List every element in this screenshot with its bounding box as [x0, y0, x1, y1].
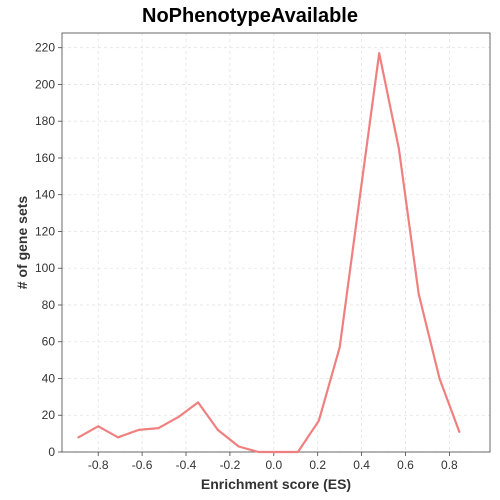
x-tick-label: 0.4 — [353, 458, 370, 472]
data-point — [158, 427, 160, 429]
y-tick-label: 100 — [35, 261, 55, 275]
grid-layer — [62, 33, 490, 452]
data-point — [138, 429, 140, 431]
series-layer — [77, 52, 460, 453]
y-tick-label: 200 — [35, 77, 55, 91]
data-point — [439, 377, 441, 379]
data-point — [217, 429, 219, 431]
y-tick-label: 60 — [42, 335, 56, 349]
data-point — [297, 451, 299, 453]
x-tick-label: 0.2 — [309, 458, 326, 472]
data-point — [277, 451, 279, 453]
data-point — [458, 431, 460, 433]
y-axis-label: # of gene sets — [14, 196, 30, 290]
x-tick-label: 0.6 — [397, 458, 414, 472]
data-point — [238, 445, 240, 447]
data-point — [418, 293, 420, 295]
series-line — [79, 53, 460, 452]
y-tick-label: 140 — [35, 188, 55, 202]
data-point — [257, 451, 259, 453]
y-tick-label: 0 — [48, 445, 55, 459]
y-tick-label: 220 — [35, 41, 55, 55]
y-tick-label: 180 — [35, 114, 55, 128]
x-tick-label: -0.6 — [132, 458, 153, 472]
x-tick-label: -0.4 — [176, 458, 197, 472]
x-axis-label: Enrichment score (ES) — [201, 476, 351, 492]
x-tick-label: 0.8 — [441, 458, 458, 472]
data-point — [378, 52, 380, 54]
y-tick-label: 20 — [42, 408, 56, 422]
x-tick-label: 0.0 — [265, 458, 282, 472]
data-point — [177, 416, 179, 418]
y-tick-label: 80 — [42, 298, 56, 312]
chart-title: NoPhenotypeAvailable — [142, 5, 358, 27]
data-point — [318, 420, 320, 422]
data-point — [77, 436, 79, 438]
y-tick-label: 40 — [42, 371, 56, 385]
data-point — [398, 148, 400, 150]
data-point — [97, 425, 99, 427]
x-tick-label: -0.2 — [220, 458, 241, 472]
data-point — [358, 199, 360, 201]
data-point — [197, 401, 199, 403]
y-tick-label: 160 — [35, 151, 55, 165]
x-tick-label: -0.8 — [88, 458, 109, 472]
y-tick-label: 120 — [35, 224, 55, 238]
data-point — [339, 346, 341, 348]
data-point — [117, 436, 119, 438]
plot-frame — [62, 33, 490, 452]
